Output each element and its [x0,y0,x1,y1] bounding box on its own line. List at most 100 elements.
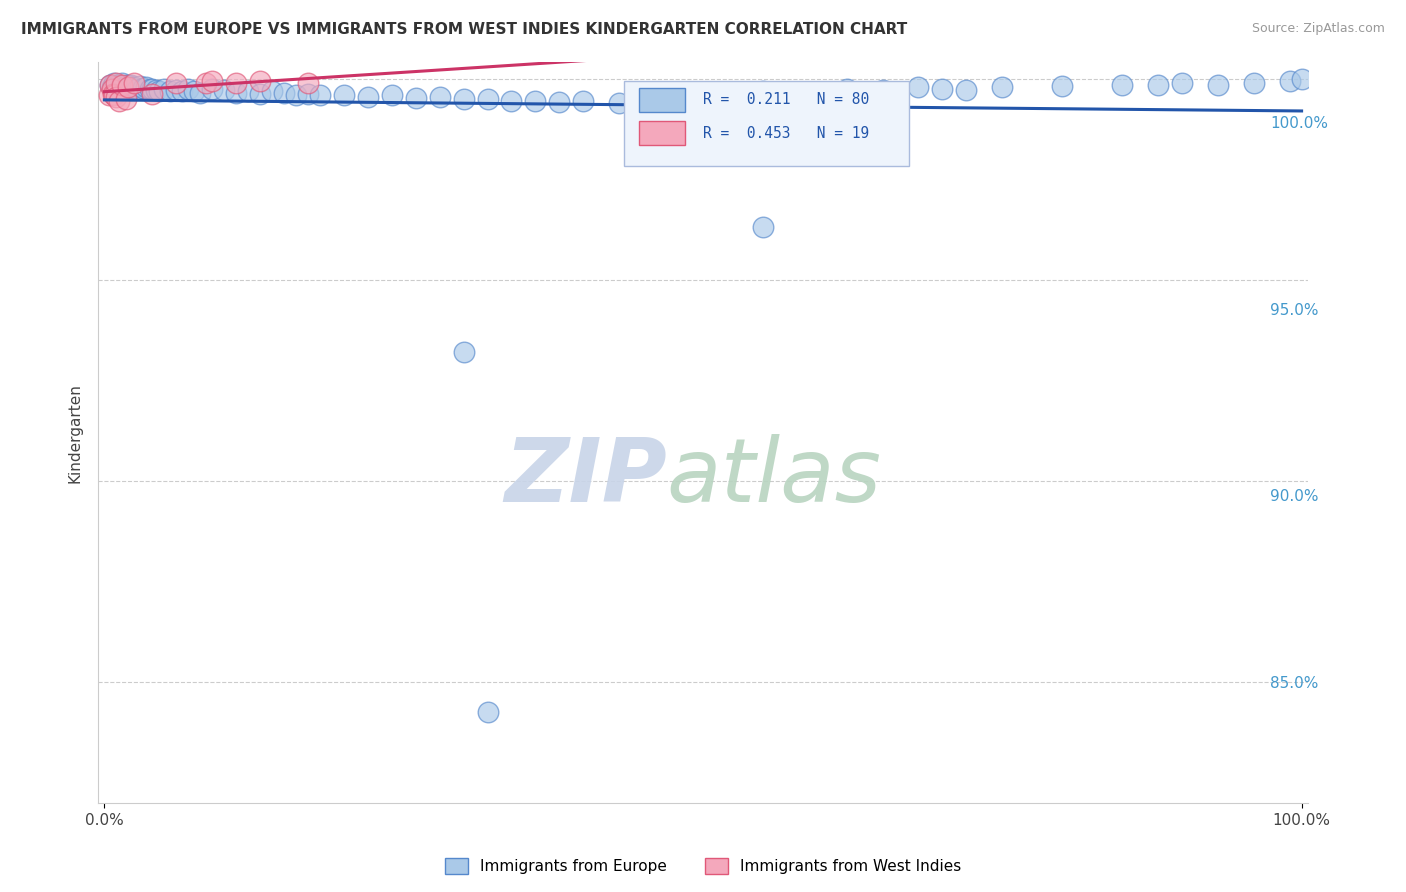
Point [197,119,219,133]
Y-axis label: Kindergarten: Kindergarten [67,401,83,500]
Point [214,129,236,144]
Point [176,120,198,135]
Point [177,129,200,144]
Point [602,136,624,150]
Point [494,134,516,148]
Point [872,125,894,139]
Point [925,124,948,138]
Point [1033,121,1056,136]
Point [181,132,204,146]
Text: Source: ZipAtlas.com: Source: ZipAtlas.com [1251,22,1385,36]
Point [299,127,322,141]
Point [634,137,657,152]
Text: R =  0.453   N = 19: R = 0.453 N = 19 [721,165,887,180]
Point [180,126,202,140]
Point [183,136,205,150]
Point [204,123,226,137]
Point [267,124,290,138]
Point [332,128,354,142]
Point [1237,117,1260,131]
Point [183,123,205,137]
FancyBboxPatch shape [662,130,704,153]
Point [364,130,387,145]
Point [211,125,233,139]
Point [904,122,927,136]
Point [946,125,969,139]
Point [208,123,231,137]
Point [579,136,602,151]
Point [193,125,215,139]
Point [710,137,733,152]
Point [537,136,560,150]
Point [184,124,207,138]
Point [839,124,862,138]
Point [321,126,343,140]
Point [235,125,257,139]
Point [191,123,214,137]
Point [186,125,208,139]
Point [179,120,201,134]
Point [181,119,204,133]
Point [190,121,212,136]
Point [256,128,278,142]
Point [655,136,678,151]
Point [200,124,222,138]
Point [267,118,290,132]
Point [229,126,252,140]
Point [1087,120,1109,135]
Point [288,119,311,133]
Point [742,138,765,153]
Point [174,129,197,144]
Point [224,124,246,138]
Point [177,122,200,136]
Point [186,120,208,134]
Point [181,125,204,139]
Point [1205,119,1227,133]
Point [250,126,273,140]
Point [311,129,333,144]
Point [343,129,366,144]
Legend: Immigrants from Europe, Immigrants from West Indies: Immigrants from Europe, Immigrants from … [456,837,986,865]
Point [558,136,581,150]
Point [194,120,217,135]
Point [240,127,263,141]
Point [214,124,236,138]
Point [179,124,201,138]
Point [217,125,239,139]
Point [353,119,375,133]
Point [676,138,699,153]
Text: ZIP: ZIP [524,448,688,535]
Point [796,129,818,144]
Point [190,124,212,138]
Point [202,121,225,136]
FancyBboxPatch shape [662,161,704,184]
Point [494,368,516,383]
Text: IMMIGRANTS FROM EUROPE VS IMMIGRANTS FROM WEST INDIES KINDERGARTEN CORRELATION C: IMMIGRANTS FROM EUROPE VS IMMIGRANTS FRO… [21,22,907,37]
Point [515,134,537,148]
Point [353,129,375,144]
Text: R =  0.211   N = 80: R = 0.211 N = 80 [721,134,887,149]
Point [197,122,219,136]
Point [246,124,269,138]
Point [979,122,1001,136]
Point [219,126,242,140]
Text: atlas: atlas [688,449,903,534]
Point [176,124,198,138]
Point [763,126,786,140]
Point [176,123,198,137]
Point [429,130,451,145]
Point [763,253,786,268]
Point [1119,121,1142,136]
Point [179,130,201,145]
Point [288,128,311,142]
Point [187,123,209,137]
Point [1140,120,1163,134]
Point [194,123,217,137]
Point [191,123,214,137]
Point [1173,120,1195,135]
Point [311,118,333,132]
Point [472,132,495,146]
Point [186,120,208,135]
Point [176,120,198,135]
Point [450,133,472,147]
